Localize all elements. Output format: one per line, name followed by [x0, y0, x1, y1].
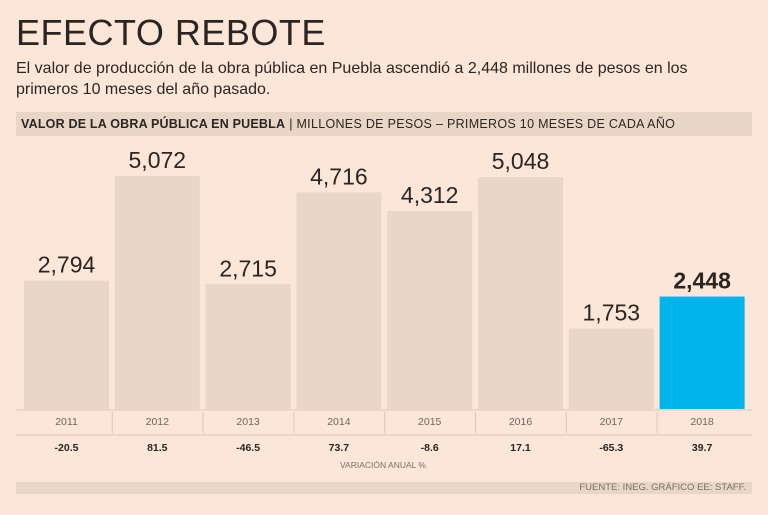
bar-2011 — [24, 280, 109, 409]
category-label-2016: 2016 — [509, 416, 533, 428]
value-label-2015: 4,312 — [401, 182, 459, 208]
bar-2018 — [659, 296, 745, 409]
variation-label-2018: 39.7 — [692, 442, 713, 454]
chart-header-bar: VALOR DE LA OBRA PÚBLICA EN PUEBLA | MIL… — [16, 112, 752, 136]
category-label-2014: 2014 — [327, 416, 351, 428]
bar-2017 — [568, 328, 654, 409]
footer-bar: FUENTE: INEG. GRÁFICO EE: STAFF. — [16, 482, 752, 494]
category-label-2013: 2013 — [236, 416, 260, 428]
bar-2014 — [296, 192, 382, 409]
variation-label-2017: -65.3 — [599, 442, 623, 454]
value-label-2011: 2,794 — [38, 252, 96, 278]
chart-title: EFECTO REBOTE — [16, 12, 326, 53]
variation-label-2013: -46.5 — [236, 442, 260, 454]
bar-2015 — [387, 210, 473, 409]
header-sub-label: MILLONES DE PESOS – PRIMEROS 10 MESES DE… — [296, 117, 676, 131]
bar-chart: 2,794 2011 -20.5 5,072 2012 81.5 2,715 2013 -46.… — [16, 147, 752, 470]
variation-axis-title: VARIACIÓN ANUAL % — [340, 460, 426, 470]
header-main-label: VALOR DE LA OBRA PÚBLICA EN PUEBLA — [21, 117, 286, 131]
value-label-2014: 4,716 — [310, 163, 368, 189]
variation-label-2016: 17.1 — [510, 442, 531, 454]
variation-label-2011: -20.5 — [55, 442, 79, 454]
variation-label-2014: 73.7 — [329, 442, 350, 454]
value-label-2017: 1,753 — [583, 299, 641, 325]
variation-label-2012: 81.5 — [147, 442, 168, 454]
category-label-2012: 2012 — [146, 416, 170, 428]
value-label-2013: 2,715 — [219, 255, 277, 281]
header-separator: | — [289, 117, 293, 131]
chart-subtitle: El valor de producción de la obra públic… — [16, 60, 688, 98]
value-label-2012: 5,072 — [129, 147, 187, 173]
category-label-2018: 2018 — [690, 416, 714, 428]
value-label-2018: 2,448 — [673, 268, 731, 294]
value-label-2016: 5,048 — [492, 148, 550, 174]
bar-2013 — [205, 284, 291, 409]
source-credit: FUENTE: INEG. GRÁFICO EE: STAFF. — [579, 482, 746, 493]
category-label-2011: 2011 — [55, 416, 78, 428]
bar-2012 — [114, 176, 200, 409]
category-label-2017: 2017 — [600, 416, 624, 428]
bar-2016 — [478, 177, 563, 409]
category-label-2015: 2015 — [418, 416, 442, 428]
variation-label-2015: -8.6 — [421, 442, 439, 454]
